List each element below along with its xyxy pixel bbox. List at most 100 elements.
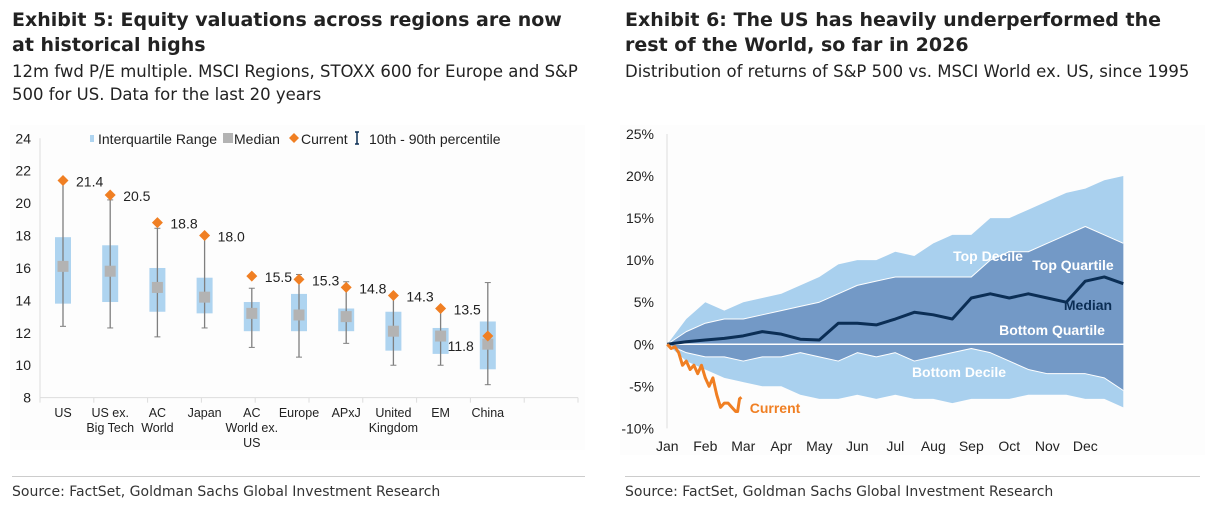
y-tick-label: 22 [15, 163, 31, 179]
y-tick-label: -10% [621, 420, 654, 436]
y-tick-label: 20% [626, 168, 654, 184]
legend-percentile-label: 10th - 90th percentile [369, 131, 501, 147]
bottom-quartile-label: Bottom Quartile [999, 322, 1105, 338]
current-marker [387, 290, 399, 302]
median-marker [293, 309, 305, 321]
x-tick-label: Mar [731, 438, 755, 454]
x-category-label: AC [243, 406, 260, 420]
left-subtitle: 12m fwd P/E multiple. MSCI Regions, STOX… [12, 62, 578, 104]
x-tick-label: Nov [1035, 438, 1060, 454]
y-tick-label: 24 [15, 130, 31, 146]
top-quartile-edge [667, 226, 1124, 345]
top-decile-label: Top Decile [953, 248, 1023, 264]
median-marker [435, 330, 447, 342]
current-value-label: 14.3 [406, 289, 433, 305]
x-tick-label: Aug [921, 438, 946, 454]
y-tick-label: 16 [15, 260, 31, 276]
median-marker [199, 291, 211, 303]
quartile-band [667, 226, 1124, 391]
x-tick-label: Oct [998, 438, 1020, 454]
current-marker [246, 270, 258, 282]
current-value-label: 15.3 [312, 272, 339, 288]
x-category-label: EM [431, 406, 450, 420]
y-tick-label: 20 [15, 195, 31, 211]
left-divider [12, 476, 585, 477]
median-marker [387, 325, 399, 337]
right-title: Exhibit 6: The US has heavily underperfo… [625, 9, 1161, 56]
current-marker [482, 330, 494, 342]
current-marker [435, 303, 447, 315]
current-value-label: 11.8 [448, 338, 474, 354]
current-value-label: 21.4 [76, 173, 103, 189]
x-category-label: Big Tech [86, 421, 134, 435]
x-category-label: Kingdom [369, 421, 418, 435]
returns-distribution-chart: -10% -5% 0% 5% 10% 15% 20% 25% Jan Feb Mar Apr May Ju… [620, 125, 1205, 455]
median-marker [104, 265, 116, 277]
median-marker [151, 281, 163, 293]
left-title: Exhibit 5: Equity valuations across regi… [12, 9, 562, 56]
current-value-label: 18.8 [170, 216, 197, 232]
y-tick-label: 25% [626, 126, 654, 142]
x-tick-label: Apr [770, 438, 792, 454]
y-tick-label: 18 [15, 228, 31, 244]
right-subtitle: Distribution of returns of S&P 500 vs. M… [625, 62, 1190, 81]
current-value-label: 13.5 [454, 302, 481, 318]
y-tick-label: 14 [15, 292, 31, 308]
y-tick-label: 0% [634, 336, 654, 352]
current-label: Current [750, 400, 801, 416]
current-value-label: 18.0 [218, 229, 245, 245]
x-tick-label: Feb [693, 438, 717, 454]
x-category-label: China [471, 406, 504, 420]
x-category-label: Europe [279, 406, 319, 420]
current-line [666, 343, 743, 414]
current-marker [199, 230, 211, 242]
median-marker [57, 260, 69, 272]
bottom-decile-label: Bottom Decile [912, 364, 1006, 380]
current-value-label: 14.8 [359, 280, 386, 296]
valuation-box-chart: 8 10 12 14 16 18 20 22 24 21.4 US 20.5 US ex.Big Tec… [10, 125, 585, 450]
legend-iqr-label: Interquartile Range [98, 131, 217, 147]
x-category-label: APxJ [332, 406, 361, 420]
y-tick-label: 10% [626, 252, 654, 268]
x-tick-label: Jan [656, 438, 679, 454]
right-source: Source: FactSet, Goldman Sachs Global In… [625, 484, 1054, 500]
current-marker [293, 273, 305, 285]
y-tick-label: 8 [23, 390, 31, 406]
legend-median-label: Median [234, 131, 280, 147]
x-category-label: AC [149, 406, 166, 420]
legend-percentile-swatch [355, 131, 359, 145]
bottom-quartile-edge [667, 343, 1124, 391]
x-tick-label: Dec [1073, 438, 1098, 454]
legend-median-swatch [223, 133, 233, 143]
x-category-label: Japan [188, 406, 222, 420]
x-category-label: World ex. [226, 421, 279, 435]
x-category-label: US ex. [91, 406, 129, 420]
x-category-label: US [54, 406, 71, 420]
top-quartile-label: Top Quartile [1032, 257, 1114, 273]
y-tick-label: 15% [626, 210, 654, 226]
left-source: Source: FactSet, Goldman Sachs Global In… [12, 484, 441, 500]
x-tick-label: Sep [959, 438, 984, 454]
y-tick-label: 10 [15, 357, 31, 373]
current-marker [151, 217, 163, 229]
right-divider [625, 476, 1200, 477]
current-marker [57, 174, 69, 186]
x-tick-label: May [806, 438, 832, 454]
current-marker [104, 189, 116, 201]
x-category-label: World [141, 421, 173, 435]
median-marker [340, 311, 352, 323]
x-category-label: United [375, 406, 411, 420]
legend-current-label: Current [301, 131, 348, 147]
x-tick-label: Jul [886, 438, 904, 454]
x-tick-label: Jun [846, 438, 869, 454]
median-marker [246, 307, 258, 319]
median-label: Median [1064, 297, 1112, 313]
y-tick-label: -5% [629, 378, 654, 394]
current-value-label: 15.5 [265, 269, 292, 285]
legend-iqr-swatch [90, 135, 94, 142]
median-line [667, 275, 1124, 346]
y-tick-label: 12 [15, 325, 31, 341]
x-category-label: US [243, 436, 260, 450]
current-marker [340, 281, 352, 293]
median-marker [482, 338, 494, 350]
